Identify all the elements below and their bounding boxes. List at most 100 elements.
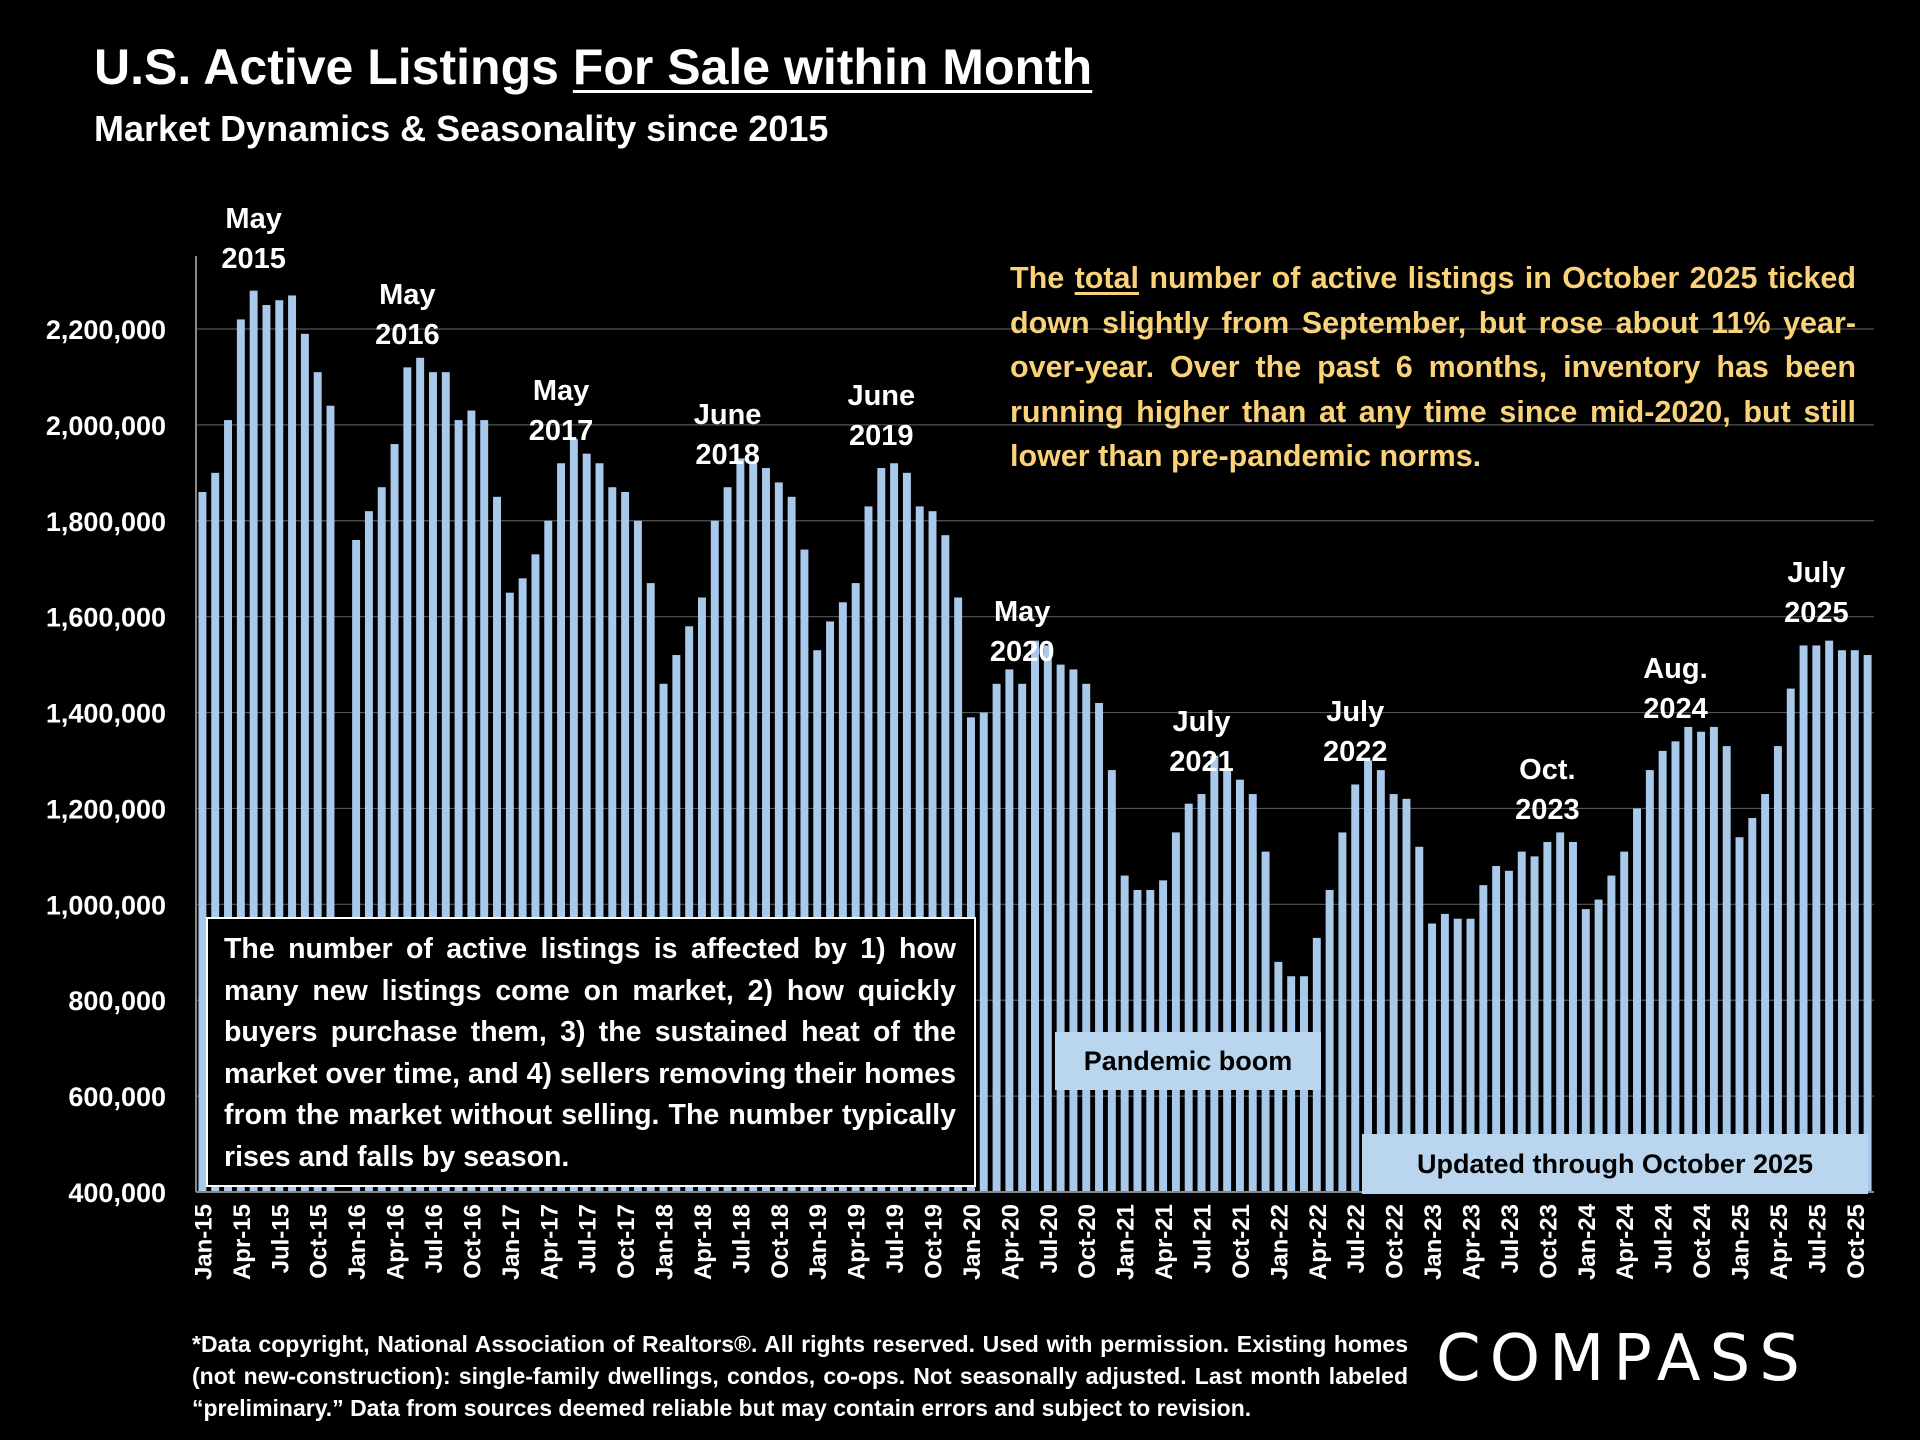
bar [1645,770,1654,1192]
bar [531,554,540,1192]
bar [633,520,642,1192]
bar [787,496,796,1192]
peak-annotation: Aug. 2024 [1643,649,1708,729]
bar [1466,918,1475,1192]
bar [1709,726,1718,1192]
x-tick-label: Jul-18 [728,1204,755,1273]
annotation-month: May [532,375,590,408]
bar [1261,851,1270,1192]
bar [569,439,578,1192]
x-tick-label: Apr-23 [1459,1204,1486,1280]
bar [736,458,745,1192]
chart-subtitle: Market Dynamics & Seasonality since 2015 [94,108,829,149]
title-main: U.S. Active Listings [94,39,573,95]
chart-title: U.S. Active Listings For Sale within Mon… [94,38,1092,96]
bar [1863,655,1872,1192]
x-tick-label: Jan-18 [652,1204,679,1280]
bar [326,405,335,1192]
bar [441,372,450,1192]
bar [1018,683,1027,1192]
peak-annotation: May 2015 [221,199,286,279]
annotation-month: May [225,202,282,235]
y-tick-label: 400,000 [68,1178,166,1208]
bar [595,463,604,1192]
x-tick-label: Apr-15 [229,1204,256,1280]
callout-post: number of active listings in October 202… [1010,261,1856,473]
annotation-month: July [1172,706,1231,739]
bar [646,583,655,1192]
bar [1633,808,1642,1192]
annotation-month: July [1326,696,1385,729]
bar [1031,640,1039,1192]
bar [979,712,988,1192]
bar [518,578,527,1192]
explanatory-note: The number of active listings is affecte… [206,917,976,1187]
x-tick-label: Jul-19 [882,1204,909,1273]
bar [826,621,835,1192]
annotation-year: 2018 [695,439,760,472]
bar [1658,750,1667,1192]
updated-through-label: Updated through October 2025 [1362,1134,1868,1194]
bar [236,319,245,1192]
x-tick-label: Jul-16 [421,1204,448,1273]
bar [364,511,373,1192]
bar [1825,640,1834,1192]
bar [1248,794,1257,1192]
bar [416,357,425,1192]
callout-pre: The [1010,261,1075,295]
bar [864,506,873,1193]
x-tick-label: Jan-21 [1113,1204,1140,1280]
bar [1107,770,1116,1192]
bar [902,472,911,1192]
x-tick-label: Jul-15 [267,1204,294,1273]
x-tick-label: Apr-16 [383,1204,410,1280]
x-tick-label: Jan-15 [190,1204,217,1280]
bar [1235,779,1244,1192]
bar [1556,832,1565,1192]
x-tick-label: Jul-20 [1036,1204,1063,1273]
bar [1504,870,1513,1192]
annotation-year: 2015 [221,242,286,275]
bar [582,453,591,1193]
bar [403,367,412,1192]
bar [1376,770,1385,1192]
bar [1338,832,1347,1192]
x-tick-label: Oct-22 [1382,1204,1409,1279]
bar [941,535,950,1192]
bar [557,463,566,1192]
bar [467,410,476,1192]
annotation-month: June [847,380,916,413]
x-tick-label: Jul-22 [1343,1204,1370,1273]
x-tick-label: Oct-18 [767,1204,794,1279]
annotation-month: Oct. [1519,754,1576,786]
bar [928,511,937,1192]
annotation-year: 2020 [989,635,1055,668]
bar [1428,923,1437,1192]
bar [1056,664,1065,1192]
annotation-year: 2024 [1643,693,1708,726]
annotation-year: 2023 [1515,794,1580,826]
x-tick-label: Jan-23 [1420,1204,1447,1280]
bar [749,463,758,1192]
bar [1402,798,1411,1192]
bar [774,482,783,1192]
y-tick-label: 1,000,000 [46,890,166,920]
bar [288,295,297,1192]
annotation-year: 2022 [1322,736,1388,769]
bar [1799,645,1808,1192]
bar [313,372,322,1192]
bar [992,683,1001,1192]
bar [198,492,207,1192]
bar [710,520,719,1192]
x-tick-label: Apr-19 [844,1204,871,1280]
bar [454,420,463,1192]
x-tick-label: Jan-16 [344,1204,371,1280]
bar [1095,702,1104,1192]
bar [1517,851,1526,1192]
bar [1684,726,1693,1192]
bar [262,305,271,1192]
y-tick-label: 2,000,000 [46,411,166,441]
bar [1697,731,1706,1192]
y-tick-label: 1,800,000 [46,507,166,537]
bar [224,420,232,1192]
